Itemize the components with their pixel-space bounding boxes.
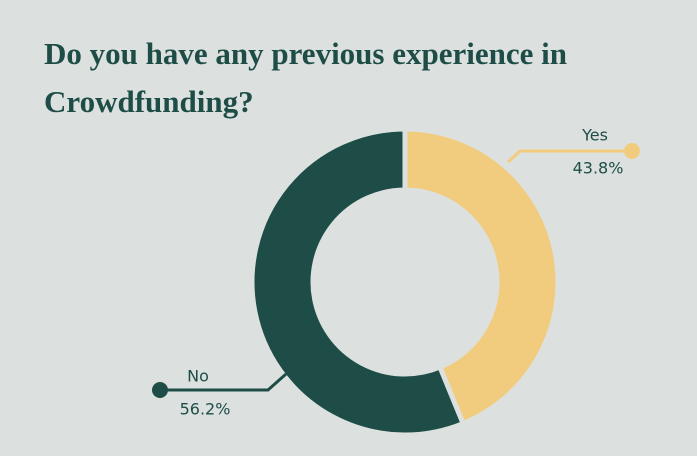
leader-line — [506, 149, 632, 164]
category-label: No — [187, 367, 209, 386]
leader-dot — [624, 143, 640, 159]
donut-segment — [249, 126, 467, 438]
donut-segment — [402, 126, 561, 427]
value-label: 56.2% — [180, 400, 231, 419]
value-label: 43.8% — [573, 159, 624, 178]
category-label: Yes — [581, 126, 608, 145]
donut — [249, 126, 561, 438]
leader-line — [160, 372, 287, 392]
chart-title: Do you have any previous experience in C… — [44, 36, 567, 119]
leader-dot — [152, 382, 168, 398]
